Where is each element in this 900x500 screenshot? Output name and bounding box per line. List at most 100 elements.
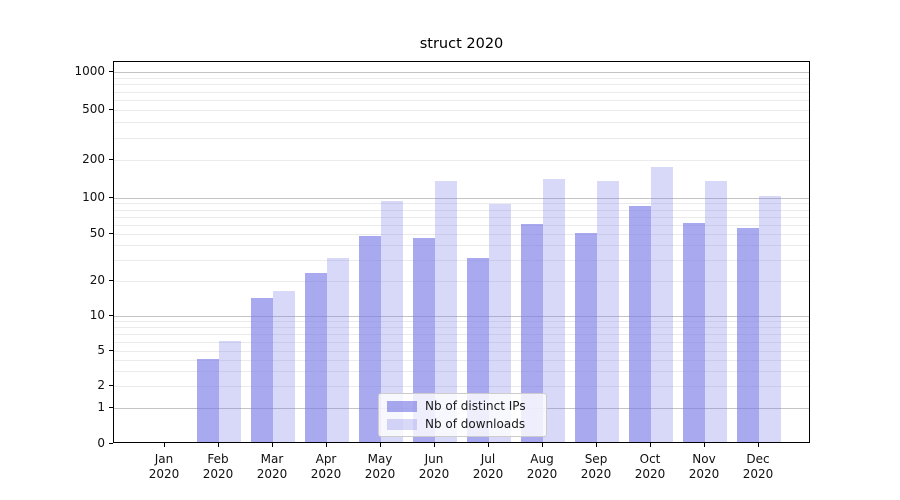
gridline-minor	[114, 234, 809, 235]
y-tick-label: 1000	[74, 64, 105, 78]
bar-downloads	[435, 180, 457, 442]
bar-downloads	[759, 195, 781, 442]
x-tick-label-year: 2020	[472, 467, 504, 481]
gridline-minor	[114, 370, 809, 372]
x-tick-mark	[218, 443, 219, 447]
y-tick-label: 1	[97, 400, 105, 414]
x-tick-mark	[542, 443, 543, 447]
x-tick-label-month: Feb	[207, 452, 229, 466]
gridline-minor	[114, 281, 809, 282]
x-tick-label-year: 2020	[256, 467, 288, 481]
x-tick-mark	[704, 443, 705, 447]
chart-title: struct 2020	[419, 36, 504, 52]
gridline-minor	[114, 84, 809, 86]
bar-ips	[305, 272, 327, 442]
gridline-minor	[114, 359, 809, 361]
x-tick-label-year: 2020	[688, 467, 720, 481]
x-tick-mark	[380, 443, 381, 447]
x-tick-label-month: Apr	[315, 452, 337, 466]
y-tick-mark	[109, 407, 113, 408]
legend: Nb of distinct IPs Nb of downloads	[378, 393, 547, 437]
plot-area	[113, 61, 810, 443]
gridline-minor	[114, 110, 809, 111]
x-tick-label: Dec 2020	[728, 452, 788, 482]
x-tick-label: Jul 2020	[458, 452, 518, 482]
x-tick-mark	[164, 443, 165, 447]
bar-downloads	[543, 178, 565, 442]
y-tick-mark	[109, 109, 113, 110]
gridline-minor	[114, 122, 809, 124]
y-tick-mark	[109, 315, 113, 316]
y-tick-mark	[109, 197, 113, 198]
bar-ips	[413, 238, 435, 442]
gridline-minor	[114, 209, 809, 211]
bar-ips	[251, 298, 273, 442]
x-tick-label: Mar 2020	[242, 452, 302, 482]
legend-swatch-downloads-icon	[387, 418, 417, 430]
gridline-minor	[114, 351, 809, 352]
bar-downloads	[597, 180, 619, 442]
gridline-minor	[114, 334, 809, 335]
x-tick-mark	[488, 443, 489, 447]
x-tick-label: Nov 2020	[674, 452, 734, 482]
gridline-minor	[114, 91, 809, 93]
x-tick-label-year: 2020	[634, 467, 666, 481]
bar-downloads	[651, 166, 673, 442]
legend-item-distinct-ips: Nb of distinct IPs	[387, 399, 538, 413]
x-tick-label-month: Sep	[584, 452, 608, 466]
x-tick-label-month: May	[367, 452, 393, 466]
bar-downloads	[327, 257, 349, 442]
x-tick-mark	[272, 443, 273, 447]
legend-label-distinct-ips: Nb of distinct IPs	[425, 399, 526, 413]
x-tick-label-month: Nov	[692, 452, 716, 466]
y-tick-mark	[109, 443, 113, 444]
gridline-minor	[114, 100, 809, 101]
y-tick-mark	[109, 350, 113, 351]
y-tick-mark	[109, 280, 113, 281]
gridline-major	[114, 198, 809, 199]
gridline-minor	[114, 203, 809, 205]
x-tick-label: Aug 2020	[512, 452, 572, 482]
legend-item-downloads: Nb of downloads	[387, 417, 538, 431]
legend-swatch-ips-icon	[387, 400, 417, 412]
x-tick-mark	[326, 443, 327, 447]
x-tick-label: Oct 2020	[620, 452, 680, 482]
gridline-minor	[114, 327, 809, 329]
y-tick-mark	[109, 159, 113, 160]
x-tick-label-year: 2020	[364, 467, 396, 481]
x-tick-label: Sep 2020	[566, 452, 626, 482]
gridline-minor	[114, 260, 809, 262]
x-tick-label-month: Jan	[154, 452, 174, 466]
bar-ips	[197, 358, 219, 442]
y-tick-label: 2	[97, 378, 105, 392]
gridline-minor	[114, 386, 809, 387]
bar-downloads	[219, 340, 241, 442]
y-tick-label: 20	[89, 273, 105, 287]
gridline-minor	[114, 77, 809, 79]
bar-ips	[359, 236, 381, 442]
gridline-minor	[114, 245, 809, 247]
bar-ips	[629, 206, 651, 442]
x-tick-label-year: 2020	[526, 467, 558, 481]
x-tick-label-year: 2020	[310, 467, 342, 481]
x-tick-mark	[758, 443, 759, 447]
y-tick-label: 200	[82, 152, 105, 166]
bar-ips	[575, 233, 597, 442]
x-tick-label-year: 2020	[742, 467, 774, 481]
gridline-minor	[114, 160, 809, 161]
x-tick-label: Jun 2020	[404, 452, 464, 482]
y-tick-label: 5	[97, 343, 105, 357]
gridline-minor	[114, 137, 809, 139]
x-tick-label-month: Dec	[746, 452, 770, 466]
bar-ips	[737, 228, 759, 442]
legend-label-downloads: Nb of downloads	[425, 417, 526, 431]
x-tick-mark	[650, 443, 651, 447]
y-tick-label: 10	[89, 308, 105, 322]
x-tick-label-year: 2020	[148, 467, 180, 481]
x-tick-label-year: 2020	[580, 467, 612, 481]
gridline-major	[114, 316, 809, 317]
bar-downloads	[273, 291, 295, 442]
x-tick-label: May 2020	[350, 452, 410, 482]
x-tick-mark	[434, 443, 435, 447]
